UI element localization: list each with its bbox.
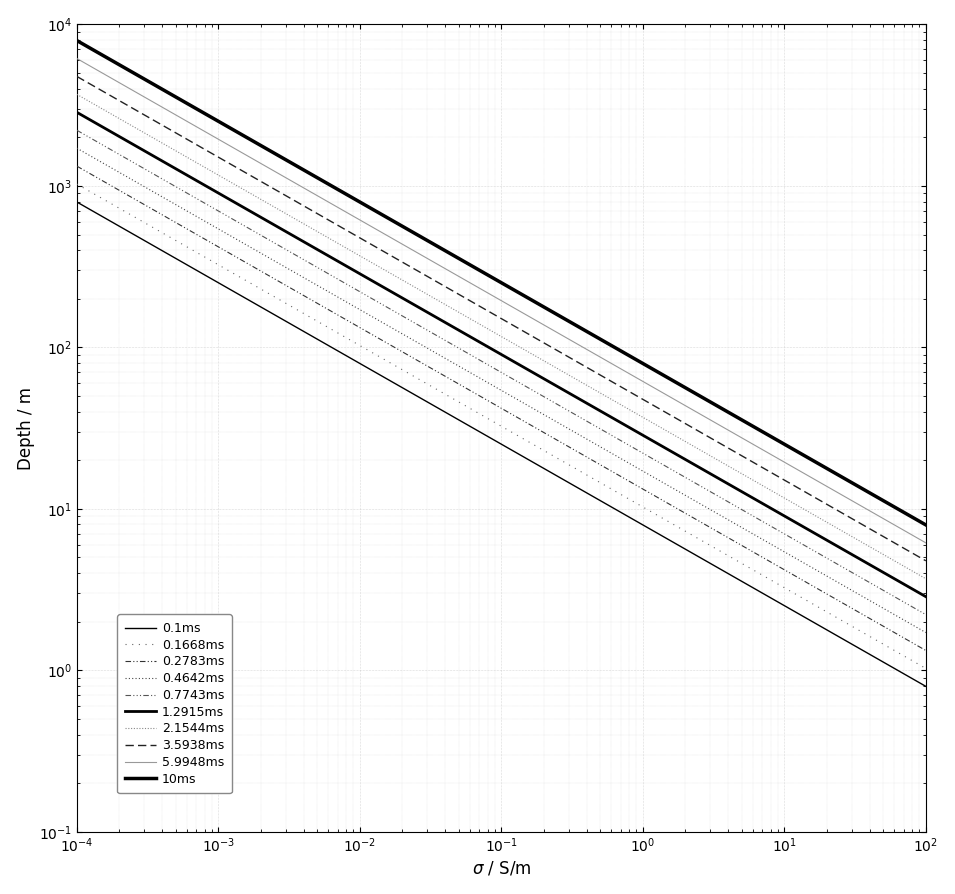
Legend: 0.1ms, 0.1668ms, 0.2783ms, 0.4642ms, 0.7743ms, 1.2915ms, 2.1544ms, 3.5938ms, 5.9: 0.1ms, 0.1668ms, 0.2783ms, 0.4642ms, 0.7… <box>117 614 232 793</box>
X-axis label: $\sigma$ / S/m: $\sigma$ / S/m <box>472 859 531 877</box>
Y-axis label: Depth / m: Depth / m <box>16 386 34 469</box>
